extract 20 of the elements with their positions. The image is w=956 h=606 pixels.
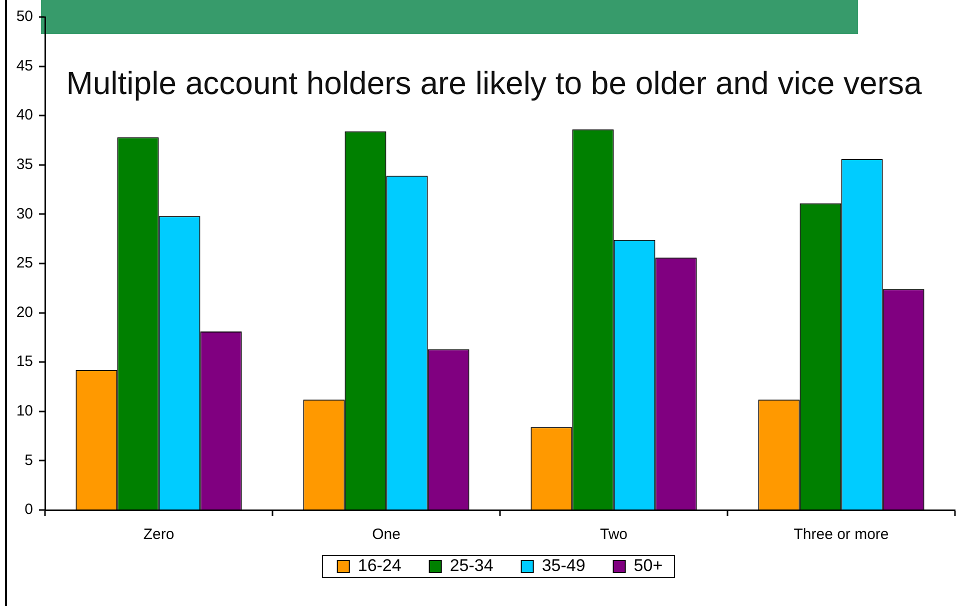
y-tick-label: 30 <box>16 205 33 222</box>
legend-label: 35-49 <box>542 556 586 576</box>
legend-label: 16-24 <box>358 556 402 576</box>
x-tick-label: Two <box>600 526 628 544</box>
y-tick-label: 25 <box>16 254 33 272</box>
y-tick-label: 0 <box>24 501 33 518</box>
y-tick-label: 20 <box>16 304 33 321</box>
y-tick-label: 5 <box>24 452 33 469</box>
text: Multiple account holders are likely to be older and vice versa <box>66 64 922 102</box>
y-tick-label: 50 <box>16 8 33 26</box>
y-tick-label: 15 <box>16 353 33 370</box>
legend-label: 50+ <box>634 556 663 576</box>
x-tick-label: Three or more <box>794 526 889 544</box>
y-tick-label: 40 <box>16 106 33 124</box>
y-tick-label: 35 <box>16 156 33 174</box>
legend-label: 25-34 <box>450 556 494 576</box>
x-tick-label: Zero <box>143 526 174 544</box>
y-tick-label: 45 <box>16 57 33 74</box>
x-tick-label: One <box>372 526 400 544</box>
y-tick-label: 10 <box>16 402 33 420</box>
